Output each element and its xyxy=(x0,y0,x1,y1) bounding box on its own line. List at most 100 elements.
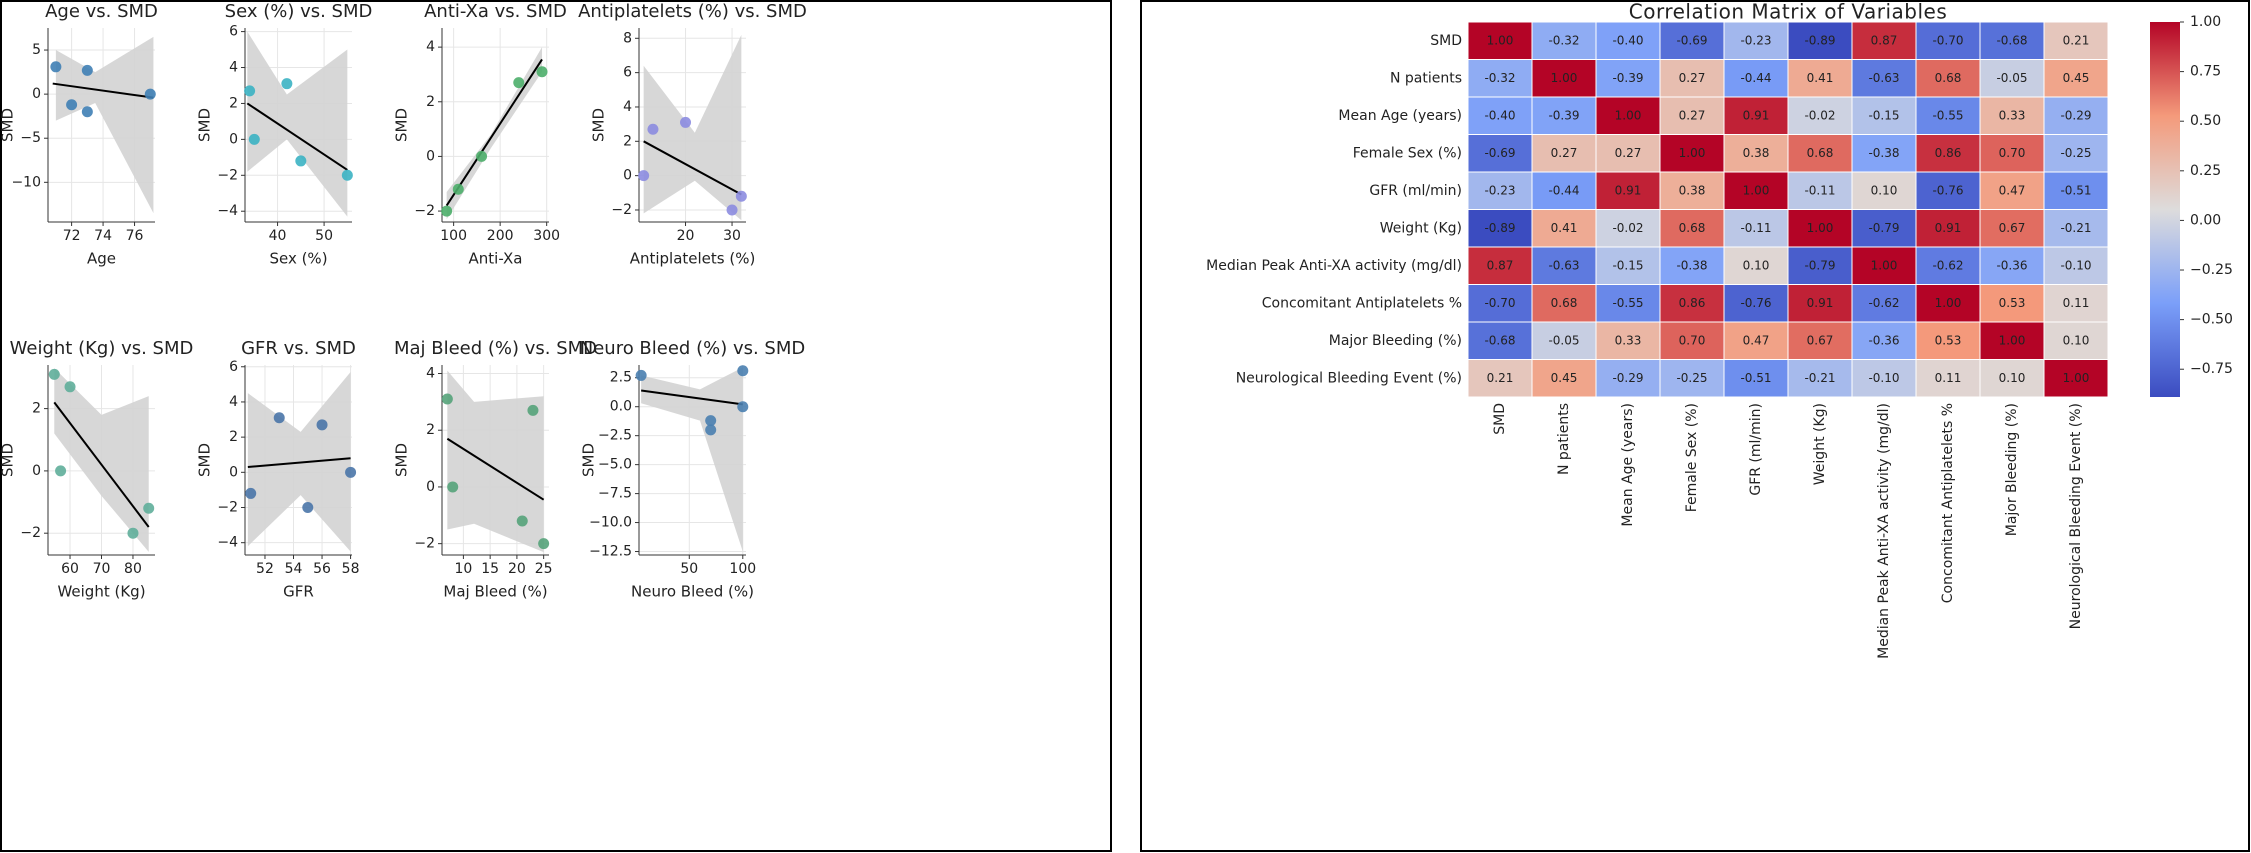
cell-label: 0.38 xyxy=(1679,183,1706,197)
y-tick-label: 0 xyxy=(426,479,435,495)
heatmap-cell xyxy=(1467,59,1533,98)
cell-label: 1.00 xyxy=(1743,183,1770,197)
trend-line xyxy=(445,58,543,207)
cell-label: -0.69 xyxy=(1676,33,1707,47)
cell-label: -0.40 xyxy=(1484,108,1515,122)
point xyxy=(50,61,62,73)
colorbar xyxy=(2150,22,2180,397)
point xyxy=(441,205,453,217)
column-label: Mean Age (years) xyxy=(1620,403,1636,527)
cell-label: 0.53 xyxy=(1935,333,1962,347)
column-label: GFR (ml/min) xyxy=(1748,403,1764,496)
y-tick-label: 2 xyxy=(623,133,632,149)
point xyxy=(345,466,357,478)
column-label: SMD xyxy=(1492,403,1508,435)
y-tick-label: −10.0 xyxy=(589,515,632,531)
cell-label: 0.33 xyxy=(1615,333,1642,347)
x-tick-label: 10 xyxy=(454,561,472,577)
heatmap-cell xyxy=(1915,171,1981,210)
cell-label: -0.51 xyxy=(1740,371,1771,385)
heatmap-cell xyxy=(2043,284,2109,323)
point xyxy=(737,401,749,413)
x-axis-label: Weight (Kg) xyxy=(57,583,145,601)
row-label: GFR (ml/min) xyxy=(1369,183,1462,199)
y-tick-label: 2 xyxy=(229,95,238,111)
y-axis-label: SMD xyxy=(580,443,598,477)
point xyxy=(476,150,488,162)
cell-label: 0.47 xyxy=(1999,183,2026,197)
y-tick-label: −4 xyxy=(217,535,238,551)
trend-line xyxy=(246,102,348,171)
cell-label: 0.10 xyxy=(1999,371,2026,385)
cell-label: 0.10 xyxy=(2063,333,2090,347)
heatmap-cell xyxy=(1659,21,1725,60)
cell-label: -0.76 xyxy=(1740,296,1771,310)
point xyxy=(144,88,156,100)
cell-label: -0.36 xyxy=(1996,258,2027,272)
heatmap-cell xyxy=(1531,134,1597,173)
colorbar-tick-label: 0.50 xyxy=(2190,113,2221,129)
cell-label: -0.69 xyxy=(1484,146,1515,160)
x-tick-label: 40 xyxy=(269,228,287,244)
cell-label: 0.41 xyxy=(1551,221,1578,235)
cell-label: -0.05 xyxy=(1548,333,1579,347)
heatmap-cell xyxy=(1467,21,1533,60)
cell-label: 0.67 xyxy=(1807,333,1834,347)
heatmap-cell xyxy=(1531,209,1597,248)
row-label: Mean Age (years) xyxy=(1338,108,1462,124)
x-tick-label: 100 xyxy=(440,228,467,244)
heatmap-cell xyxy=(1979,359,2045,398)
point xyxy=(81,64,93,76)
heatmap-cell xyxy=(1851,321,1917,360)
y-tick-label: −2 xyxy=(414,536,435,552)
chart-title: Sex (%) vs. SMD xyxy=(225,1,373,22)
y-tick-label: −5.0 xyxy=(598,457,632,473)
heatmap-cell xyxy=(1659,359,1725,398)
chart-title: Age vs. SMD xyxy=(45,1,158,22)
x-axis-label: Antiplatelets (%) xyxy=(630,250,756,268)
cell-label: -0.15 xyxy=(1868,108,1899,122)
heatmap-cell xyxy=(1531,321,1597,360)
y-axis-label: SMD xyxy=(393,443,411,477)
cell-label: -0.32 xyxy=(1484,71,1515,85)
y-tick-label: 2 xyxy=(229,429,238,445)
trend-line xyxy=(643,140,742,196)
colorbar-tick-label: 0.75 xyxy=(2190,64,2221,80)
y-axis-label: SMD xyxy=(196,443,214,477)
chart-title: GFR vs. SMD xyxy=(241,338,356,359)
cell-label: 1.00 xyxy=(1615,108,1642,122)
cell-label: -0.29 xyxy=(1612,371,1643,385)
heatmap-cell xyxy=(1851,59,1917,98)
confidence-band xyxy=(447,370,544,553)
point xyxy=(705,424,717,436)
cell-label: 1.00 xyxy=(1551,71,1578,85)
cell-label: -0.70 xyxy=(1932,33,1963,47)
heatmap-cell xyxy=(1979,284,2045,323)
y-tick-label: 2 xyxy=(426,422,435,438)
y-tick-label: 0 xyxy=(229,464,238,480)
heatmap-cell xyxy=(2043,21,2109,60)
cell-label: -0.23 xyxy=(1484,183,1515,197)
cell-label: -0.38 xyxy=(1676,258,1707,272)
cell-label: 0.21 xyxy=(2063,33,2090,47)
y-tick-label: 5 xyxy=(32,42,41,58)
row-label: Major Bleeding (%) xyxy=(1329,333,1462,349)
point xyxy=(248,133,260,145)
cell-label: 0.27 xyxy=(1679,71,1706,85)
cell-label: 1.00 xyxy=(1999,333,2026,347)
cell-label: 0.27 xyxy=(1679,108,1706,122)
y-tick-label: 0 xyxy=(229,131,238,147)
x-axis-label: Maj Bleed (%) xyxy=(443,583,547,601)
colorbar-tick-label: −0.25 xyxy=(2190,262,2233,278)
left-panel-frame xyxy=(0,0,1112,852)
y-tick-label: 2 xyxy=(426,94,435,110)
x-tick-label: 58 xyxy=(342,561,360,577)
point xyxy=(513,77,525,89)
y-tick-label: −5 xyxy=(20,130,41,146)
colorbar-tick-label: −0.75 xyxy=(2190,361,2233,377)
heatmap-cell xyxy=(1979,21,2045,60)
x-tick-label: 50 xyxy=(315,228,333,244)
point xyxy=(295,155,307,167)
confidence-band xyxy=(55,36,154,214)
heatmap-cell xyxy=(1595,246,1661,285)
